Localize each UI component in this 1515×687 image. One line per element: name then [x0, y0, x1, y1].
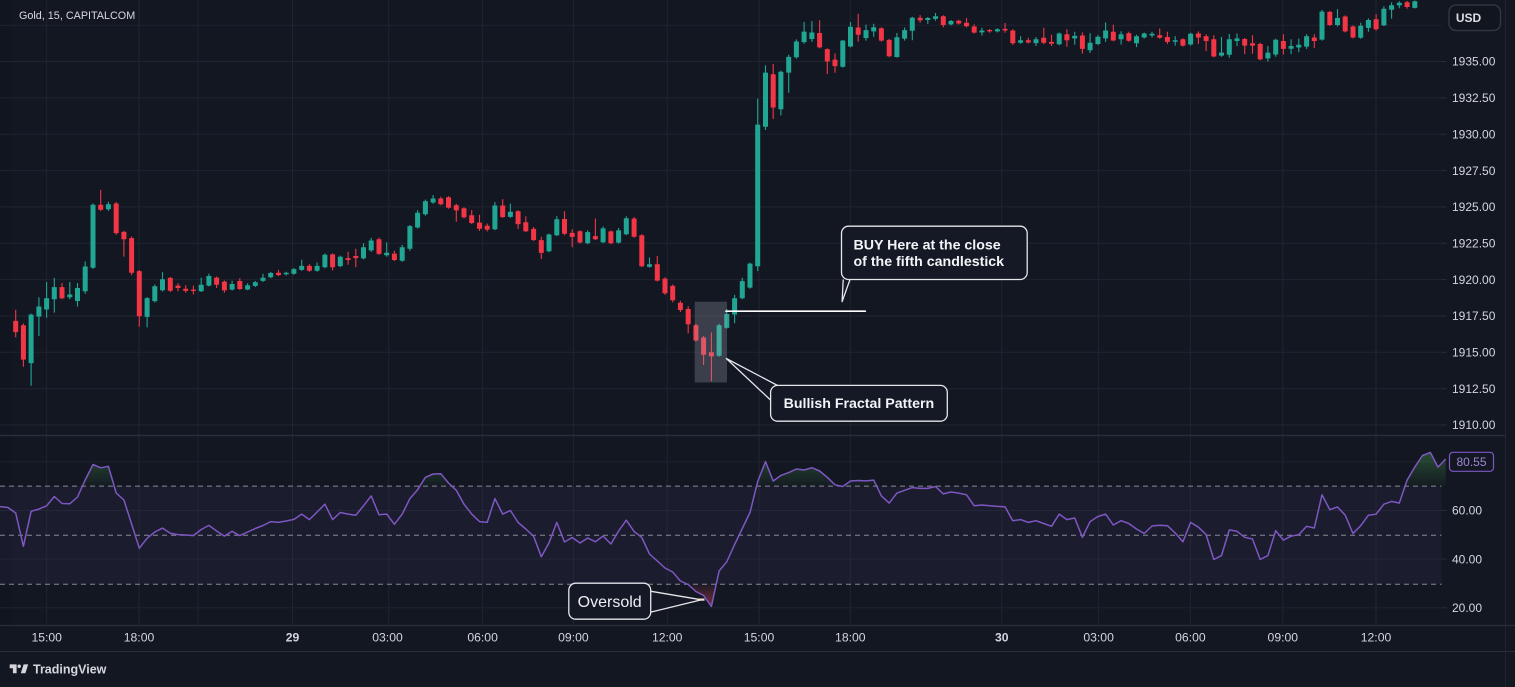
svg-text:18:00: 18:00	[124, 631, 155, 645]
svg-text:1910.00: 1910.00	[1452, 418, 1496, 432]
svg-text:12:00: 12:00	[1361, 631, 1392, 645]
svg-text:80.55: 80.55	[1456, 455, 1486, 469]
svg-text:15:00: 15:00	[31, 631, 62, 645]
svg-text:20.00: 20.00	[1452, 601, 1482, 615]
svg-text:03:00: 03:00	[372, 631, 403, 645]
svg-text:12:00: 12:00	[652, 631, 683, 645]
svg-text:1917.50: 1917.50	[1452, 309, 1496, 323]
svg-text:1912.50: 1912.50	[1452, 382, 1496, 396]
svg-text:1920.00: 1920.00	[1452, 273, 1496, 287]
svg-text:15:00: 15:00	[744, 631, 775, 645]
svg-text:06:00: 06:00	[467, 631, 498, 645]
svg-text:1925.00: 1925.00	[1452, 200, 1496, 214]
svg-text:29: 29	[286, 631, 300, 645]
svg-text:Oversold: Oversold	[578, 594, 642, 611]
svg-text:BUY Here at the close: BUY Here at the close	[854, 237, 1001, 253]
svg-text:1915.00: 1915.00	[1452, 346, 1496, 360]
svg-text:1930.00: 1930.00	[1452, 127, 1496, 141]
svg-text:Gold, 15, CAPITALCOM: Gold, 15, CAPITALCOM	[19, 10, 135, 22]
svg-text:1932.50: 1932.50	[1452, 91, 1496, 105]
svg-text:18:00: 18:00	[835, 631, 866, 645]
svg-text:09:00: 09:00	[1268, 631, 1299, 645]
svg-text:40.00: 40.00	[1452, 552, 1482, 566]
svg-text:03:00: 03:00	[1083, 631, 1114, 645]
svg-text:TradingView: TradingView	[33, 663, 107, 677]
svg-text:1922.50: 1922.50	[1452, 237, 1496, 251]
svg-text:1935.00: 1935.00	[1452, 55, 1496, 69]
svg-text:30: 30	[995, 631, 1009, 645]
svg-text:USD: USD	[1456, 11, 1482, 25]
svg-text:60.00: 60.00	[1452, 504, 1482, 518]
svg-text:Bullish Fractal Pattern: Bullish Fractal Pattern	[784, 396, 935, 412]
svg-text:of the fifth candlestick: of the fifth candlestick	[854, 254, 1005, 270]
svg-text:09:00: 09:00	[558, 631, 589, 645]
svg-text:06:00: 06:00	[1175, 631, 1206, 645]
svg-text:1927.50: 1927.50	[1452, 164, 1496, 178]
